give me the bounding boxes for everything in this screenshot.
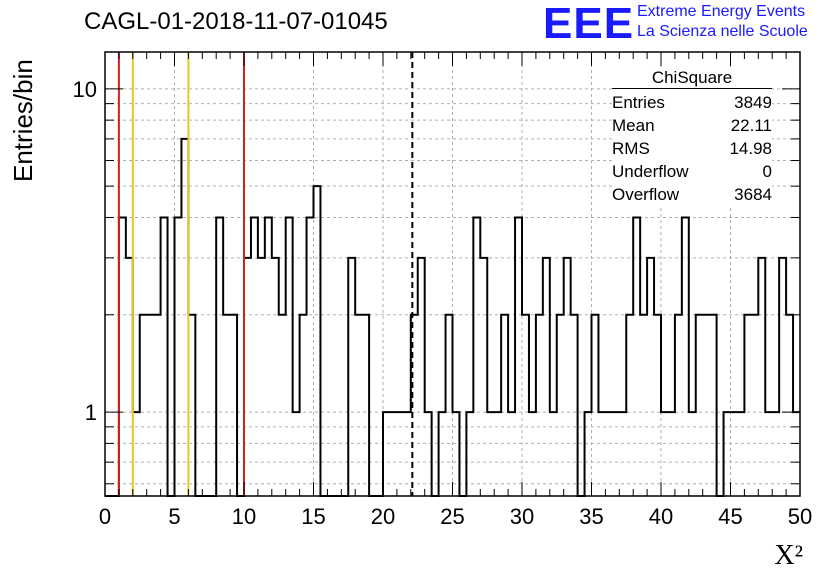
histogram-bin: [126, 258, 133, 496]
histogram-bin: [216, 217, 223, 496]
histogram-bin: [682, 217, 689, 496]
histogram-series-line: [105, 137, 800, 497]
chart-title: CAGL-01-2018-11-07-01045: [84, 8, 388, 35]
eee-logo: EEE: [543, 0, 635, 48]
histogram-bin: [161, 217, 168, 496]
histogram-bin: [251, 217, 258, 496]
histogram-bin: [640, 315, 647, 496]
stats-label: Underflow: [612, 162, 689, 181]
histogram-bin: [272, 258, 279, 496]
histogram-bin: [300, 315, 307, 496]
x-tick-label: 10: [232, 504, 256, 529]
histogram-bin: [564, 258, 571, 496]
histogram-bin: [626, 315, 633, 496]
histogram-bin: [223, 315, 230, 496]
stats-box: ChiSquare Entries 3849 Mean 22.11 RMS 14…: [612, 68, 772, 206]
histogram-bin: [307, 217, 314, 496]
histogram-bin: [265, 217, 272, 496]
y-tick-label: 10: [73, 77, 97, 102]
histogram-bin: [446, 315, 453, 496]
brand-line-1: Extreme Energy Events: [637, 3, 806, 20]
histogram-bin: [633, 217, 640, 496]
histogram-bin: [779, 258, 786, 496]
stats-value: 14.98: [729, 139, 772, 158]
brand-line-2: La Scienza nelle Scuole: [637, 23, 808, 40]
stats-row-rms: RMS 14.98: [612, 137, 772, 160]
histogram-bin: [154, 315, 161, 496]
stats-row-entries: Entries 3849: [612, 91, 772, 114]
x-tick-label: 15: [301, 504, 325, 529]
stats-value: 22.11: [730, 116, 772, 135]
histogram-bin: [592, 315, 599, 496]
stats-value: 3684: [734, 185, 772, 204]
histogram-bin: [480, 258, 487, 496]
histogram-bin: [543, 258, 550, 496]
histogram-bin: [744, 315, 751, 496]
stats-label: Overflow: [612, 185, 680, 204]
histogram-bin: [244, 258, 251, 496]
histogram-bin: [258, 258, 265, 496]
stats-title: ChiSquare: [612, 68, 772, 89]
stats-row-mean: Mean 22.11: [612, 114, 772, 137]
x-tick-label: 30: [510, 504, 534, 529]
histogram-bin: [348, 258, 355, 496]
histogram-bin: [647, 258, 654, 496]
histogram-bin: [703, 315, 710, 496]
histogram-bin: [230, 315, 237, 496]
histogram-bin: [188, 315, 195, 496]
histogram-bin: [515, 217, 522, 496]
histogram-bin: [654, 315, 661, 496]
stats-label: Mean: [612, 116, 655, 135]
histogram-bin: [286, 217, 293, 496]
histogram-bin: [473, 217, 480, 496]
histogram-bin: [355, 315, 362, 496]
histogram-bin: [181, 139, 188, 496]
stats-row-overflow: Overflow 3684: [612, 183, 772, 206]
histogram-bin: [571, 315, 578, 496]
histogram-bin: [147, 315, 154, 496]
histogram-bin: [175, 217, 182, 496]
histogram-bin: [501, 315, 508, 496]
histogram-bin: [751, 315, 758, 496]
y-axis-label: Entries/bin: [8, 59, 38, 182]
x-tick-label: 35: [579, 504, 603, 529]
histogram-bin: [279, 315, 286, 496]
histogram-bin: [522, 315, 529, 496]
histogram-bin: [536, 315, 543, 496]
histogram-bin: [696, 315, 703, 496]
x-tick-label: 20: [371, 504, 395, 529]
histogram-bin: [362, 315, 369, 496]
x-tick-label: 40: [649, 504, 673, 529]
stats-label: Entries: [612, 93, 665, 112]
histogram-bin: [140, 315, 147, 496]
stats-value: 0: [762, 162, 772, 181]
stats-row-underflow: Underflow 0: [612, 160, 772, 183]
x-tick-label: 50: [788, 504, 812, 529]
x-tick-label: 0: [99, 504, 111, 529]
y-tick-label: 1: [85, 400, 97, 425]
histogram-bin: [786, 315, 793, 496]
x-axis-label: X²: [774, 540, 803, 571]
histogram-bin: [758, 258, 765, 496]
x-tick-label: 45: [718, 504, 742, 529]
histogram-bin: [119, 217, 126, 496]
histogram-bin: [557, 315, 564, 496]
histogram-bin: [710, 315, 717, 496]
histogram-bin: [418, 258, 425, 496]
x-tick-label: 25: [440, 504, 464, 529]
x-tick-label: 5: [168, 504, 180, 529]
stats-value: 3849: [734, 93, 772, 112]
histogram-bin: [314, 186, 321, 496]
histogram-bin: [675, 315, 682, 496]
stats-label: RMS: [612, 139, 650, 158]
